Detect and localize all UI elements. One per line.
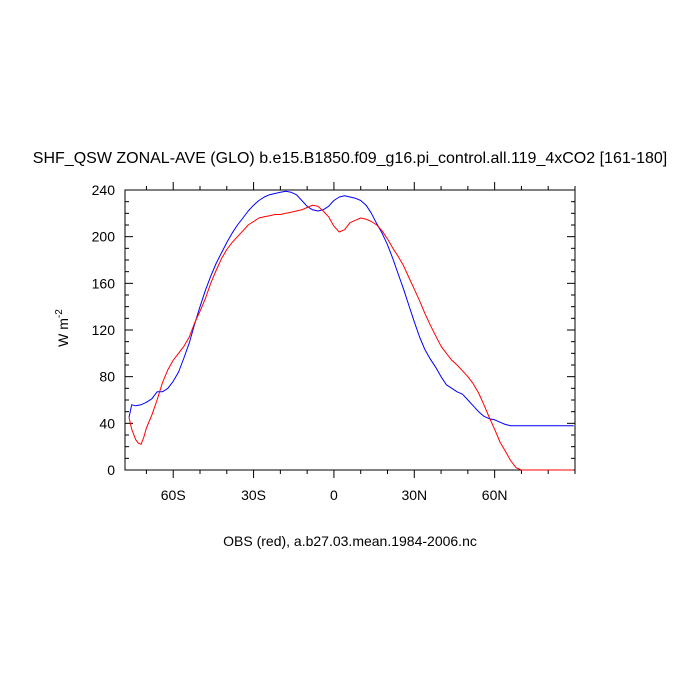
y-tick-label: 40 <box>99 415 115 431</box>
x-tick-label: 0 <box>330 487 338 503</box>
series-group <box>128 190 574 471</box>
y-tick-label: 200 <box>92 229 116 245</box>
y-tick-label: 240 <box>92 182 116 198</box>
x-tick-label: 30N <box>401 487 427 503</box>
y-tick-label: 80 <box>99 369 115 385</box>
chart-title: SHF_QSW ZONAL-AVE (GLO) b.e15.B1850.f09_… <box>32 150 668 167</box>
y-axis-label-main: W m <box>55 318 71 347</box>
x-tick-label: 60S <box>161 487 186 503</box>
series-line-2 <box>128 204 574 471</box>
y-tick-label: 0 <box>107 462 115 478</box>
x-tick-label: 30S <box>241 487 266 503</box>
series-line-1 <box>128 190 574 427</box>
tick-labels: 0 40 80 120 160 200 240 60S 30S 0 30N 60N <box>92 182 508 503</box>
x-tick-label: 60N <box>482 487 508 503</box>
y-tick-label: 160 <box>92 275 116 291</box>
chart-footer: OBS (red), a.b27.03.mean.1984-2006.nc <box>223 533 477 549</box>
axis-ticks <box>125 182 576 478</box>
y-tick-label: 120 <box>92 322 116 338</box>
y-axis-label: W m-2 <box>54 309 71 347</box>
y-axis-label-exponent: -2 <box>54 309 65 318</box>
